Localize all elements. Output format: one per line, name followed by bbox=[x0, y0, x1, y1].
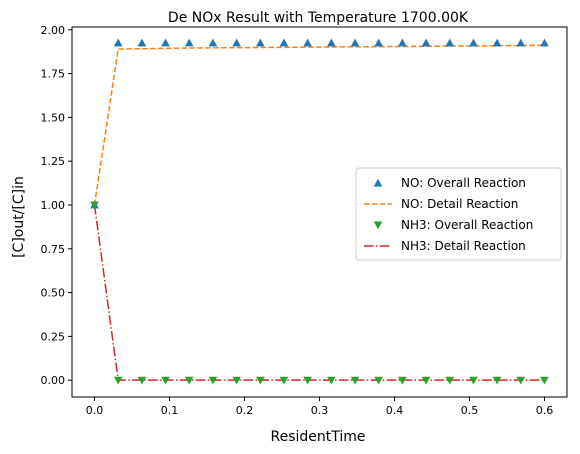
data-point bbox=[256, 38, 265, 47]
y-tick-label: 0.75 bbox=[41, 243, 66, 256]
plot-area bbox=[90, 38, 549, 385]
legend-label: NO: Overall Reaction bbox=[401, 176, 526, 190]
x-tick-label: 0.4 bbox=[386, 404, 404, 417]
data-point bbox=[90, 201, 99, 210]
x-axis-title: ResidentTime bbox=[270, 429, 365, 445]
series-nh3-overall-reaction bbox=[90, 201, 549, 385]
data-point bbox=[137, 376, 147, 385]
data-point bbox=[398, 38, 407, 47]
data-point bbox=[113, 38, 123, 47]
legend-label: NO: Detail Reaction bbox=[401, 197, 518, 211]
data-point bbox=[208, 38, 218, 47]
y-tick-label: 2.00 bbox=[41, 24, 66, 37]
data-point bbox=[540, 376, 549, 385]
data-point bbox=[516, 376, 526, 385]
series-line bbox=[93, 204, 545, 381]
x-tick-label: 0.2 bbox=[236, 404, 254, 417]
data-point bbox=[303, 38, 312, 47]
data-point bbox=[303, 376, 312, 385]
plot-frame bbox=[71, 26, 568, 398]
data-point bbox=[540, 38, 549, 47]
data-point bbox=[492, 38, 502, 47]
data-point bbox=[256, 376, 265, 385]
data-point bbox=[374, 376, 383, 385]
data-point bbox=[208, 376, 218, 385]
legend-label: NH3: Overall Reaction bbox=[401, 218, 533, 232]
y-axis-title: [C]out/[C]in bbox=[11, 176, 27, 258]
legend-item: NO: Overall Reaction bbox=[373, 176, 526, 190]
series-nh3-detail-reaction bbox=[93, 204, 545, 381]
data-point bbox=[469, 376, 478, 385]
chart-title: De NOx Result with Temperature 1700.00K bbox=[168, 10, 469, 26]
data-point bbox=[350, 38, 360, 47]
data-point bbox=[421, 376, 431, 385]
x-tick-label: 0.0 bbox=[86, 404, 104, 417]
data-point bbox=[113, 376, 123, 385]
x-tick-label: 0.1 bbox=[161, 404, 179, 417]
data-point bbox=[137, 38, 147, 47]
x-tick-label: 0.5 bbox=[461, 404, 479, 417]
legend-box bbox=[355, 167, 562, 261]
x-axis: 0.0 0.1 0.2 0.3 0.4 0.5 0.6 bbox=[86, 397, 554, 417]
data-point bbox=[161, 38, 170, 47]
legend-swatch bbox=[373, 221, 383, 230]
legend: NO: Overall Reaction NO: Detail Reaction N… bbox=[355, 167, 562, 261]
y-tick-label: 0.00 bbox=[41, 374, 66, 387]
y-tick-label: 1.25 bbox=[41, 155, 66, 168]
data-point bbox=[516, 38, 526, 47]
data-point bbox=[184, 38, 194, 47]
x-tick-label: 0.3 bbox=[311, 404, 329, 417]
x-tick-label: 0.6 bbox=[536, 404, 554, 417]
data-point bbox=[279, 376, 289, 385]
data-point bbox=[327, 376, 336, 385]
data-point bbox=[445, 376, 455, 385]
legend-label: NH3: Detail Reaction bbox=[401, 239, 526, 253]
data-point bbox=[232, 376, 241, 385]
data-point bbox=[445, 38, 455, 47]
y-tick-label: 1.00 bbox=[41, 199, 66, 212]
y-tick-label: 1.75 bbox=[41, 68, 66, 81]
data-point bbox=[421, 38, 431, 47]
data-point bbox=[232, 38, 241, 47]
data-point bbox=[492, 376, 502, 385]
legend-item: NO: Detail Reaction bbox=[364, 197, 518, 211]
y-tick-label: 0.25 bbox=[41, 330, 66, 343]
y-tick-label: 1.50 bbox=[41, 111, 66, 124]
legend-swatch bbox=[373, 178, 383, 187]
y-axis: 0.00 0.25 0.50 0.75 1.00 1.25 1.50 1.75 2.00 bbox=[41, 24, 72, 387]
data-point bbox=[469, 38, 478, 47]
data-point bbox=[161, 376, 170, 385]
data-point bbox=[184, 376, 194, 385]
y-tick-label: 0.50 bbox=[41, 287, 66, 300]
legend-item: NH3: Detail Reaction bbox=[364, 239, 526, 253]
data-point bbox=[327, 38, 336, 47]
data-point bbox=[398, 376, 407, 385]
data-point bbox=[374, 38, 383, 47]
data-point bbox=[350, 376, 360, 385]
legend-item: NH3: Overall Reaction bbox=[373, 218, 533, 232]
series-no-overall-reaction bbox=[90, 38, 549, 209]
data-point bbox=[279, 38, 289, 47]
